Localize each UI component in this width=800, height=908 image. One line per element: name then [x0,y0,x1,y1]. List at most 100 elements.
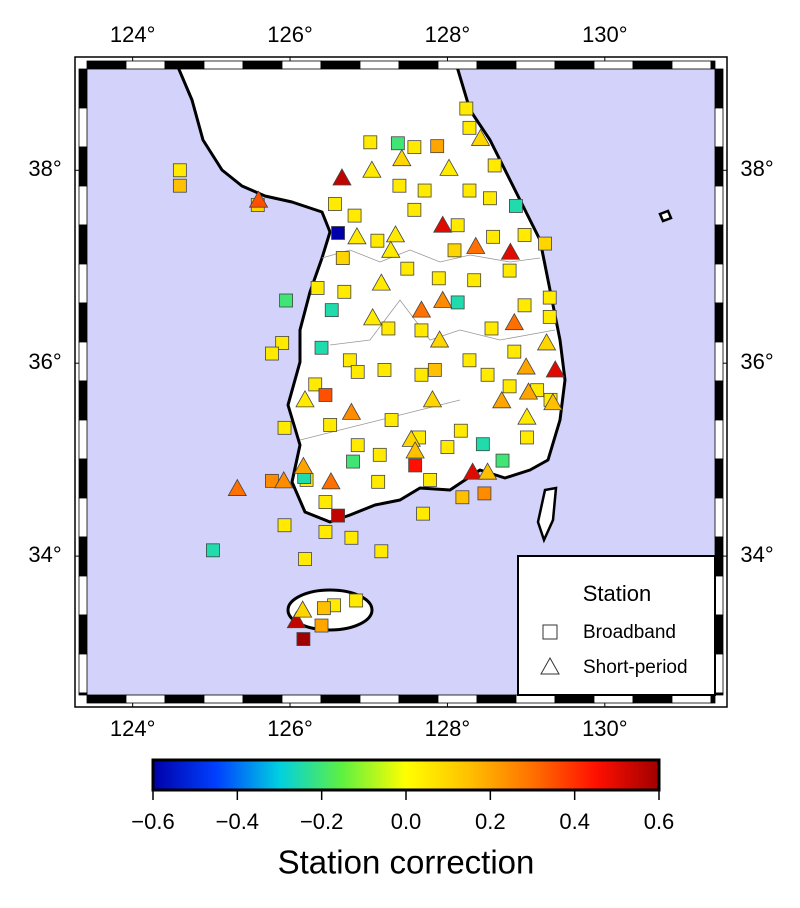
station-broadband [542,309,557,324]
station-broadband [507,344,522,359]
frame-segment [125,694,166,704]
station-broadband [316,601,331,616]
colorbar [151,758,661,792]
x-tick-label: 126° [267,22,313,47]
station-broadband [416,506,430,521]
station-broadband [298,552,312,566]
station-broadband [477,486,492,501]
colorbar-tick-label: −0.6 [131,809,174,834]
frame-segment [593,60,634,70]
y-tick-label: 38° [28,156,61,181]
frame-segment [515,694,556,704]
frame-segment [125,60,166,70]
frame-segment [714,614,724,655]
province-border [329,299,556,346]
frame-segment [78,341,88,382]
station-broadband [172,163,187,178]
station-broadband [349,593,364,608]
station-broadband [318,525,333,539]
province-border [321,249,541,263]
station-short-period [517,407,537,425]
station-broadband [265,346,279,361]
legend-label: Short-period [583,657,688,678]
frame-segment [437,60,478,70]
station-broadband [453,423,468,438]
station-short-period [518,382,539,400]
station-broadband [384,413,399,428]
station-broadband [414,367,429,382]
frame-segment [398,694,439,704]
station-broadband [475,437,490,452]
station-broadband [206,543,220,558]
frame-segment [359,60,400,70]
x-tick-label: 124° [110,22,156,47]
station-broadband [363,135,378,150]
y-tick-label: 38° [740,156,773,181]
station-broadband [344,530,359,545]
station-short-period [429,330,450,348]
frame-segment [593,694,634,704]
station-broadband [447,243,462,258]
station-short-period [347,227,367,245]
frame-segment [320,694,361,704]
frame-segment [281,60,322,70]
frame-segment [515,60,556,70]
legend-symbol [540,656,560,675]
station-broadband [347,208,362,223]
station-broadband [318,495,333,509]
frame-segment [554,60,595,70]
frame-segment [714,380,724,421]
frame-segment [78,302,88,343]
station-broadband [277,518,292,533]
station-short-period [292,600,313,618]
frame-segment [671,694,712,704]
frame-segment [714,263,724,304]
station-broadband [331,226,345,240]
station-broadband [277,420,292,435]
station-short-period [433,215,453,233]
station-broadband [331,508,345,523]
station-broadband [390,136,405,151]
station-short-period [248,190,269,208]
station-broadband [502,263,517,278]
station-broadband [314,618,329,633]
station-short-period [536,333,557,351]
station-broadband [296,632,311,646]
station-short-period [321,472,341,490]
station-broadband [335,251,350,265]
station-broadband [371,474,386,489]
station-broadband [407,202,422,217]
station-short-period [477,462,498,480]
frame-segment [714,653,724,694]
station-broadband [495,453,510,468]
station-short-period [411,300,432,318]
station-broadband [370,233,385,248]
station-short-period [362,160,382,178]
x-tick-label: 130° [582,716,628,741]
frame-segment [714,185,724,226]
frame-segment [359,694,400,704]
station-broadband [172,178,187,193]
frame-segment [78,146,88,187]
station-broadband [377,363,392,377]
frame-segment [714,107,724,148]
station-broadband [342,353,357,368]
station-broadband [517,228,532,242]
station-broadband [400,261,415,276]
station-short-period [227,478,247,496]
station-broadband [462,120,477,135]
frame-segment [78,185,88,226]
x-tick-label: 128° [425,716,471,741]
station-broadband [459,101,474,116]
stations [172,101,565,646]
station-broadband [337,284,352,299]
frame-segment [714,419,724,460]
frame-segment [86,694,127,704]
frame-segment [714,692,724,696]
legend-label: Broadband [583,622,676,643]
legend-symbol [542,624,558,640]
station-broadband [350,438,365,453]
frame-segment [714,224,724,265]
station-short-period [504,312,525,331]
station-broadband [323,418,338,432]
